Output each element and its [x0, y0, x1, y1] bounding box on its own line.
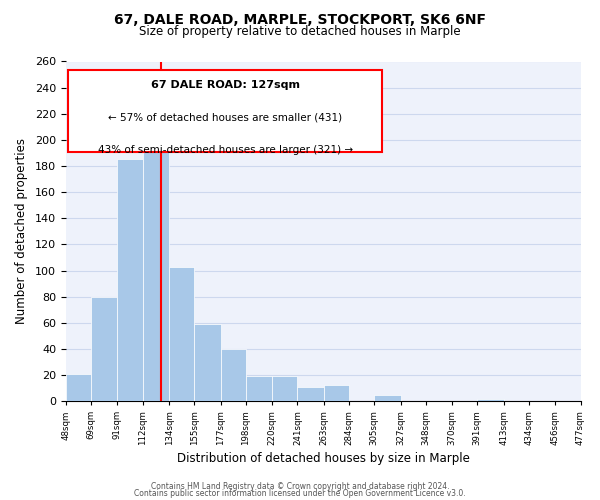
Bar: [169, 266, 194, 401]
Bar: [272, 376, 298, 401]
Bar: [221, 349, 246, 401]
Text: 43% of semi-detached houses are larger (321) →: 43% of semi-detached houses are larger (…: [98, 145, 353, 155]
Text: 67 DALE ROAD: 127sqm: 67 DALE ROAD: 127sqm: [151, 80, 300, 90]
Bar: [143, 134, 169, 401]
Bar: [298, 387, 324, 401]
Bar: [324, 386, 349, 401]
Bar: [91, 296, 118, 401]
Y-axis label: Number of detached properties: Number of detached properties: [15, 138, 28, 324]
Bar: [66, 374, 91, 401]
X-axis label: Distribution of detached houses by size in Marple: Distribution of detached houses by size …: [177, 452, 470, 465]
Text: Contains public sector information licensed under the Open Government Licence v3: Contains public sector information licen…: [134, 490, 466, 498]
Bar: [118, 160, 143, 401]
Bar: [478, 398, 504, 401]
Bar: [194, 324, 221, 401]
Text: Contains HM Land Registry data © Crown copyright and database right 2024.: Contains HM Land Registry data © Crown c…: [151, 482, 449, 491]
Text: 67, DALE ROAD, MARPLE, STOCKPORT, SK6 6NF: 67, DALE ROAD, MARPLE, STOCKPORT, SK6 6N…: [114, 12, 486, 26]
Text: ← 57% of detached houses are smaller (431): ← 57% of detached houses are smaller (43…: [109, 112, 343, 122]
FancyBboxPatch shape: [68, 70, 382, 152]
Bar: [374, 394, 401, 401]
Bar: [246, 376, 272, 401]
Text: Size of property relative to detached houses in Marple: Size of property relative to detached ho…: [139, 25, 461, 38]
